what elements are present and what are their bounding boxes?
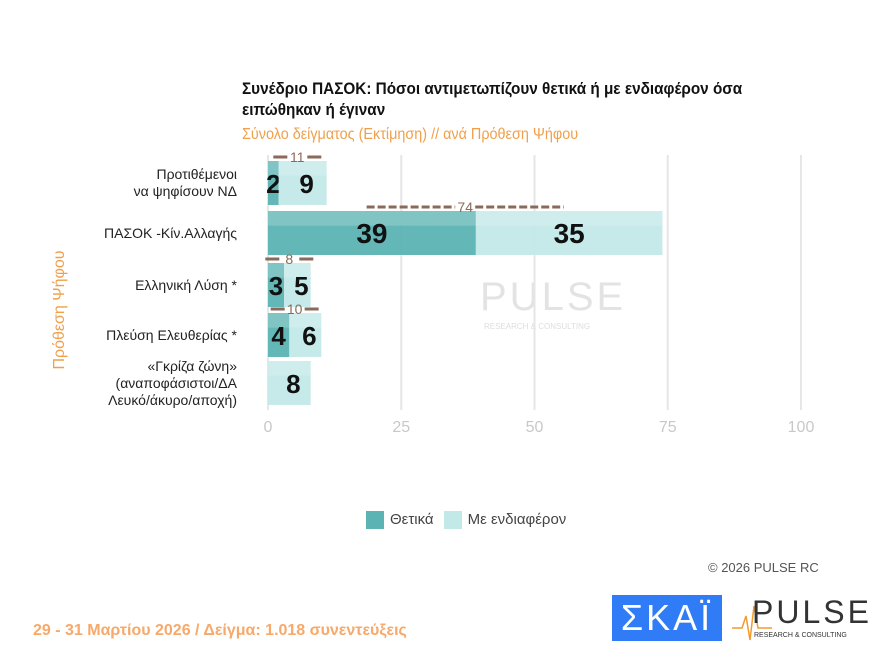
bar-highlight: [475, 211, 663, 226]
bar-highlight: [289, 313, 322, 328]
footer-sample-info: 29 - 31 Μαρτίου 2026 / Δείγμα: 1.018 συν…: [33, 622, 407, 639]
category-label: «Γκρίζα ζώνη» (αναποφάσιστοι/ΔΑ Λευκό/άκυρ…: [108, 357, 237, 408]
bar-interest: [278, 161, 327, 205]
category-label: ΠΑΣΟΚ -Κίν.Αλλαγής: [104, 224, 237, 241]
bar-positive: [268, 263, 284, 307]
bar-interest: [289, 313, 322, 357]
x-tick-label: 75: [659, 419, 677, 436]
total-label: 8: [285, 251, 293, 267]
pulse-logo: PULSE RESEARCH & CONSULTING: [732, 594, 869, 644]
total-label: 10: [287, 301, 303, 317]
data-label: 35: [554, 218, 585, 249]
legend-item-interest: Με ενδιαφέρον: [443, 511, 567, 530]
bar-highlight: [268, 263, 284, 278]
category-label: Ελληνική Λύση *: [135, 276, 237, 293]
legend: Θετικά Με ενδιαφέρον: [366, 511, 567, 530]
data-label: 39: [356, 218, 387, 249]
data-label: 2: [266, 169, 280, 199]
chart-subtitle: Σύνολο δείγματος (Εκτίμηση) // ανά Πρόθε…: [242, 126, 579, 143]
x-tick-label: 100: [788, 419, 815, 436]
data-label: 9: [299, 169, 313, 199]
legend-swatch: [443, 511, 462, 530]
bar-interest: [268, 361, 311, 405]
data-label: 6: [302, 321, 316, 351]
legend-item-positive: Θετικά: [366, 511, 434, 530]
total-label: 74: [457, 199, 473, 215]
data-label: 3: [269, 271, 283, 301]
skai-logo: ΣΚΑΪ: [612, 595, 722, 641]
legend-label: Με ενδιαφέρον: [467, 511, 567, 528]
bar-interest: [283, 263, 311, 307]
total-label: 11: [290, 149, 305, 165]
bar-highlight: [278, 161, 327, 176]
category-label: Πλεύση Ελευθερίας *: [106, 326, 237, 343]
bar-highlight: [283, 263, 311, 278]
x-tick-label: 50: [526, 419, 544, 436]
x-tick-label: 25: [392, 419, 410, 436]
bar-positive: [268, 161, 279, 205]
legend-label: Θετικά: [390, 511, 434, 528]
bar-highlight: [268, 211, 476, 226]
legend-swatch: [366, 511, 384, 530]
bar-highlight: [268, 161, 279, 176]
chart-title: Συνέδριο ΠΑΣΟΚ: Πόσοι αντιμετωπίζουν θετ…: [242, 79, 743, 119]
bar-highlight: [268, 313, 290, 328]
bar-highlight: [268, 361, 311, 376]
data-label: 8: [286, 369, 300, 399]
watermark-sub: RESEARCH & CONSULTING: [484, 322, 591, 331]
category-label: Προτιθέμενοι να ψηφίσουν ΝΔ: [133, 166, 237, 199]
x-tick-label: 0: [264, 419, 273, 436]
watermark: PULSE: [480, 275, 627, 319]
copyright: © 2026 PULSE RC: [708, 560, 819, 575]
data-label: 5: [294, 271, 308, 301]
data-label: 4: [271, 321, 286, 351]
bar-positive: [268, 211, 476, 255]
bar-positive: [268, 313, 290, 357]
bar-interest: [475, 211, 663, 255]
